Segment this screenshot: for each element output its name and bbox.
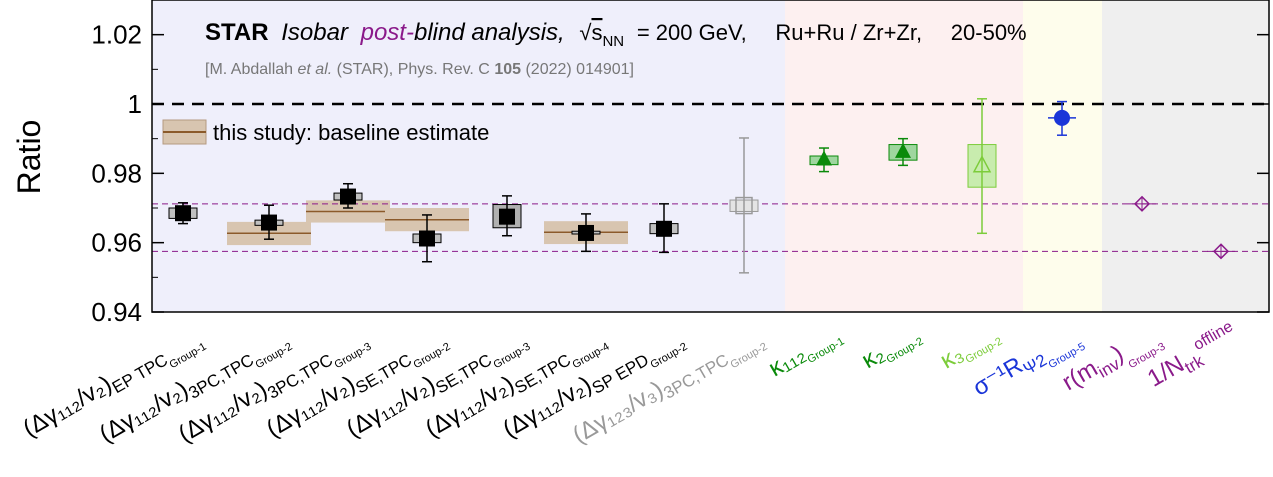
title-isobar: Isobar <box>281 19 349 46</box>
label-group: Group-2 <box>254 341 295 372</box>
title-s: s <box>591 20 602 45</box>
y-tick-label: 0.98 <box>91 158 142 188</box>
label-group: Group-2 <box>649 341 690 372</box>
reference-lines <box>152 102 1269 252</box>
label-sup: offline <box>1191 318 1236 354</box>
data-point <box>1048 100 1076 136</box>
y-axis-label: Ratio <box>11 120 47 195</box>
x-category-label: σ⁻¹RΨ2Group-5 <box>968 320 1087 410</box>
data-point <box>649 203 679 254</box>
data-point <box>412 214 442 263</box>
y-tick-label: 1 <box>128 89 142 119</box>
ref-prefix: [M. Abdallah <box>205 61 293 78</box>
marker-triangle <box>895 142 911 158</box>
data-point <box>967 98 997 235</box>
x-category-label: r(minv)Group-3 <box>1058 320 1168 404</box>
ref-suffix: (2022) 014901] <box>525 61 634 78</box>
region-sigma <box>1023 0 1102 312</box>
y-tick-label: 0.96 <box>91 228 142 258</box>
label-group: Group-2 <box>412 341 453 372</box>
title-blind: blind analysis, <box>414 19 565 46</box>
label-group: Group-2 <box>885 335 926 366</box>
title-systems: Ru+Ru / Zr+Zr, <box>775 20 922 45</box>
label-group: Group-1 <box>168 341 209 372</box>
marker-square <box>499 208 515 225</box>
label-group: Group-1 <box>806 335 847 366</box>
region-gamma <box>152 0 785 312</box>
title-sqrt: √ <box>579 20 592 45</box>
data-points <box>168 98 1235 274</box>
y-tick-label: 1.02 <box>91 20 142 50</box>
x-category-label: 1/Ntrkoffline <box>1142 318 1244 396</box>
title-nn: NN <box>602 33 624 50</box>
legend: this study: baseline estimate <box>162 119 489 145</box>
background-regions <box>152 0 1269 312</box>
label-main: κ₁₁₂ <box>764 340 810 382</box>
data-point <box>1207 243 1235 260</box>
chart-title: STAR Isobar post-blind analysis, √sNN = … <box>205 19 1027 52</box>
marker-triangle <box>816 150 832 166</box>
data-point <box>168 202 198 225</box>
marker-circle <box>1054 109 1070 126</box>
data-point <box>571 213 601 253</box>
legend-label: this study: baseline estimate <box>213 120 489 145</box>
y-tick-label: 0.94 <box>91 297 142 327</box>
ref-middle: (STAR), Phys. Rev. C <box>337 61 490 78</box>
plot-frame <box>151 0 1270 313</box>
reference-citation: [M. Abdallah et al. (STAR), Phys. Rev. C… <box>205 61 634 78</box>
marker-square <box>656 220 672 237</box>
label-main: κ₃ <box>936 340 968 374</box>
x-category-label: κ₁₁₂Group-1 <box>764 320 846 385</box>
label-group: Group-2 <box>729 341 770 372</box>
data-point <box>729 137 759 274</box>
title-post: post- <box>360 19 414 46</box>
marker-open-square <box>735 196 753 215</box>
y-axis: 0.94 0.96 0.98 1 1.02 <box>91 20 1269 327</box>
ref-etal: et al. <box>298 61 333 78</box>
marker-open-triangle <box>972 155 992 173</box>
label-group: Group-3 <box>492 341 533 372</box>
marker-square <box>175 205 191 222</box>
title-star: STAR <box>205 19 269 46</box>
label-group: Group-3 <box>333 341 374 372</box>
label-group: Group-4 <box>571 341 612 372</box>
marker-square <box>340 188 356 205</box>
x-category-label: κ₂Group-2 <box>857 320 925 377</box>
region-r <box>1102 0 1269 312</box>
data-point <box>888 137 918 167</box>
title-energy: = 200 GeV, <box>637 20 747 45</box>
data-point <box>492 195 522 237</box>
data-point <box>333 182 363 209</box>
marker-square <box>578 224 594 241</box>
ref-volume: 105 <box>494 61 521 78</box>
marker-square <box>419 230 435 247</box>
data-point <box>1128 195 1156 212</box>
data-point <box>809 147 839 173</box>
x-axis-labels: (Δγ₁₁₂/v₂)EP TPCGroup-1(Δγ₁₁₂/v₂)3PC,TPC… <box>18 318 1244 449</box>
data-point <box>254 204 284 240</box>
title-centrality: 20-50% <box>951 20 1027 45</box>
marker-square <box>261 214 277 231</box>
